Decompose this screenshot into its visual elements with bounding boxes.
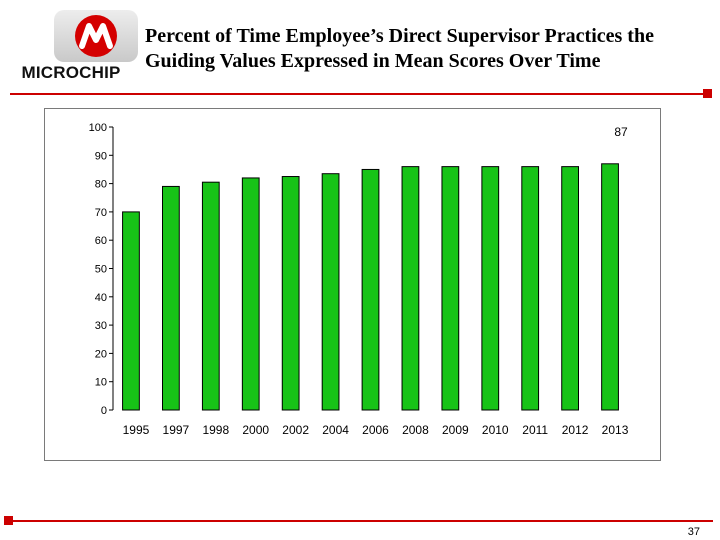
bar	[321, 173, 340, 411]
y-tick-label: 30	[95, 320, 107, 332]
x-tick-label: 2006	[362, 423, 389, 437]
x-tick-label: 2011	[522, 423, 548, 437]
y-tick-label: 60	[95, 235, 107, 247]
x-tick-label: 1998	[202, 423, 229, 437]
bar	[281, 176, 300, 411]
x-tick-label: 1997	[163, 423, 190, 437]
x-tick-label: 2004	[322, 423, 349, 437]
y-tick-label: 80	[95, 179, 107, 191]
y-tick-label: 50	[95, 264, 107, 276]
y-tick-label: 70	[95, 207, 107, 219]
bar	[241, 177, 260, 411]
page-number: 37	[687, 526, 700, 538]
logo-wordmark: MICROCHIP	[21, 63, 121, 82]
microchip-logo-icon	[75, 15, 117, 57]
bar	[481, 166, 500, 411]
bar	[201, 181, 220, 411]
top-divider	[10, 93, 707, 95]
y-tick-label: 40	[95, 292, 107, 304]
y-tick-label: 0	[101, 405, 107, 417]
bottom-divider-end-square	[4, 516, 13, 525]
x-tick-label: 2010	[482, 423, 509, 437]
slide-title-line-1: Percent of Time Employee’s Direct Superv…	[145, 25, 654, 47]
bar	[162, 185, 180, 411]
logo-badge	[54, 10, 138, 62]
bottom-divider	[8, 520, 713, 522]
x-tick-label: 2012	[562, 423, 589, 437]
bar	[361, 168, 380, 411]
slide-title-line-2: Guiding Values Expressed in Mean Scores …	[145, 50, 601, 72]
bar	[561, 166, 579, 411]
x-tick-label: 2009	[442, 423, 469, 437]
x-tick-label: 2000	[242, 423, 269, 437]
data-label: 87	[614, 125, 628, 139]
x-tick-label: 2008	[402, 423, 429, 437]
bar	[122, 211, 140, 411]
microchip-logo: MICROCHIP	[10, 6, 138, 96]
bar	[601, 163, 619, 411]
bar	[521, 166, 540, 411]
y-tick-label: 100	[89, 122, 107, 134]
bar	[401, 166, 420, 411]
y-tick-label: 20	[95, 348, 107, 360]
x-tick-label: 2002	[282, 423, 309, 437]
x-tick-label: 1995	[123, 423, 150, 437]
top-divider-end-square	[703, 89, 712, 98]
slide-title: Percent of Time Employee’s Direct Superv…	[145, 24, 715, 74]
x-tick-label: 2013	[602, 423, 629, 437]
y-tick-label: 90	[95, 150, 107, 162]
chart-container	[44, 108, 661, 461]
bar	[441, 166, 460, 411]
y-tick-label: 10	[95, 377, 107, 389]
